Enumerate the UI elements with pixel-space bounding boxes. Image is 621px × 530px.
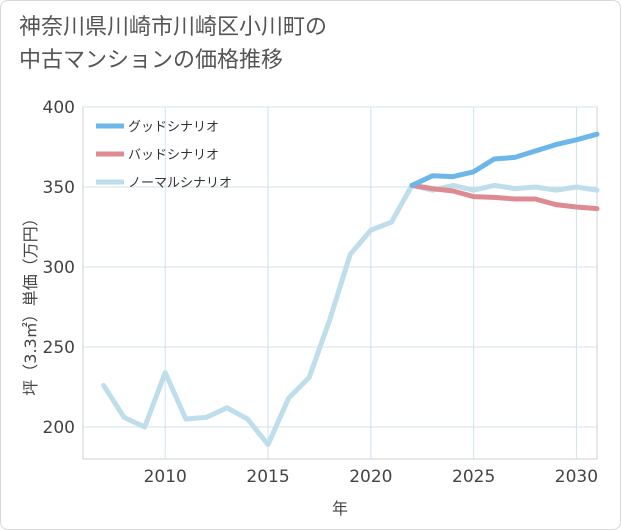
y-tick-label: 300 [43, 258, 75, 278]
grid [82, 106, 598, 460]
axes: 200 250 300 350 400 2010 2015 2020 2025 2030 [43, 98, 599, 487]
chart-title: 神奈川県川崎市川崎区小川町の 中古マンションの価格推移 [19, 11, 579, 77]
chart-title-line-1: 神奈川県川崎市川崎区小川町の [19, 15, 328, 40]
series-line-2 [101, 182, 600, 448]
x-tick-label: 2025 [452, 467, 495, 487]
legend-label: バッドシナリオ [128, 148, 219, 163]
chart-title-line-2: 中古マンションの価格推移 [19, 48, 284, 73]
y-tick-label: 250 [43, 338, 75, 358]
x-tick-label: 2015 [246, 467, 289, 487]
legend-label: ノーマルシナリオ [128, 176, 232, 191]
x-tick-label: 2020 [349, 467, 392, 487]
x-axis-title: 年 [332, 499, 348, 518]
x-tick-label: 2030 [555, 467, 598, 487]
y-tick-label: 200 [43, 418, 75, 438]
x-tick-label: 2010 [144, 467, 187, 487]
y-tick-label: 400 [43, 98, 75, 118]
y-axis-title: 坪（3.3㎡）単価（万円） [21, 210, 40, 395]
series-line-0 [409, 131, 600, 188]
y-tick-label: 350 [43, 178, 75, 198]
series-lines [101, 131, 600, 448]
series-line-1 [409, 182, 600, 212]
legend-label: グッドシナリオ [128, 120, 219, 135]
